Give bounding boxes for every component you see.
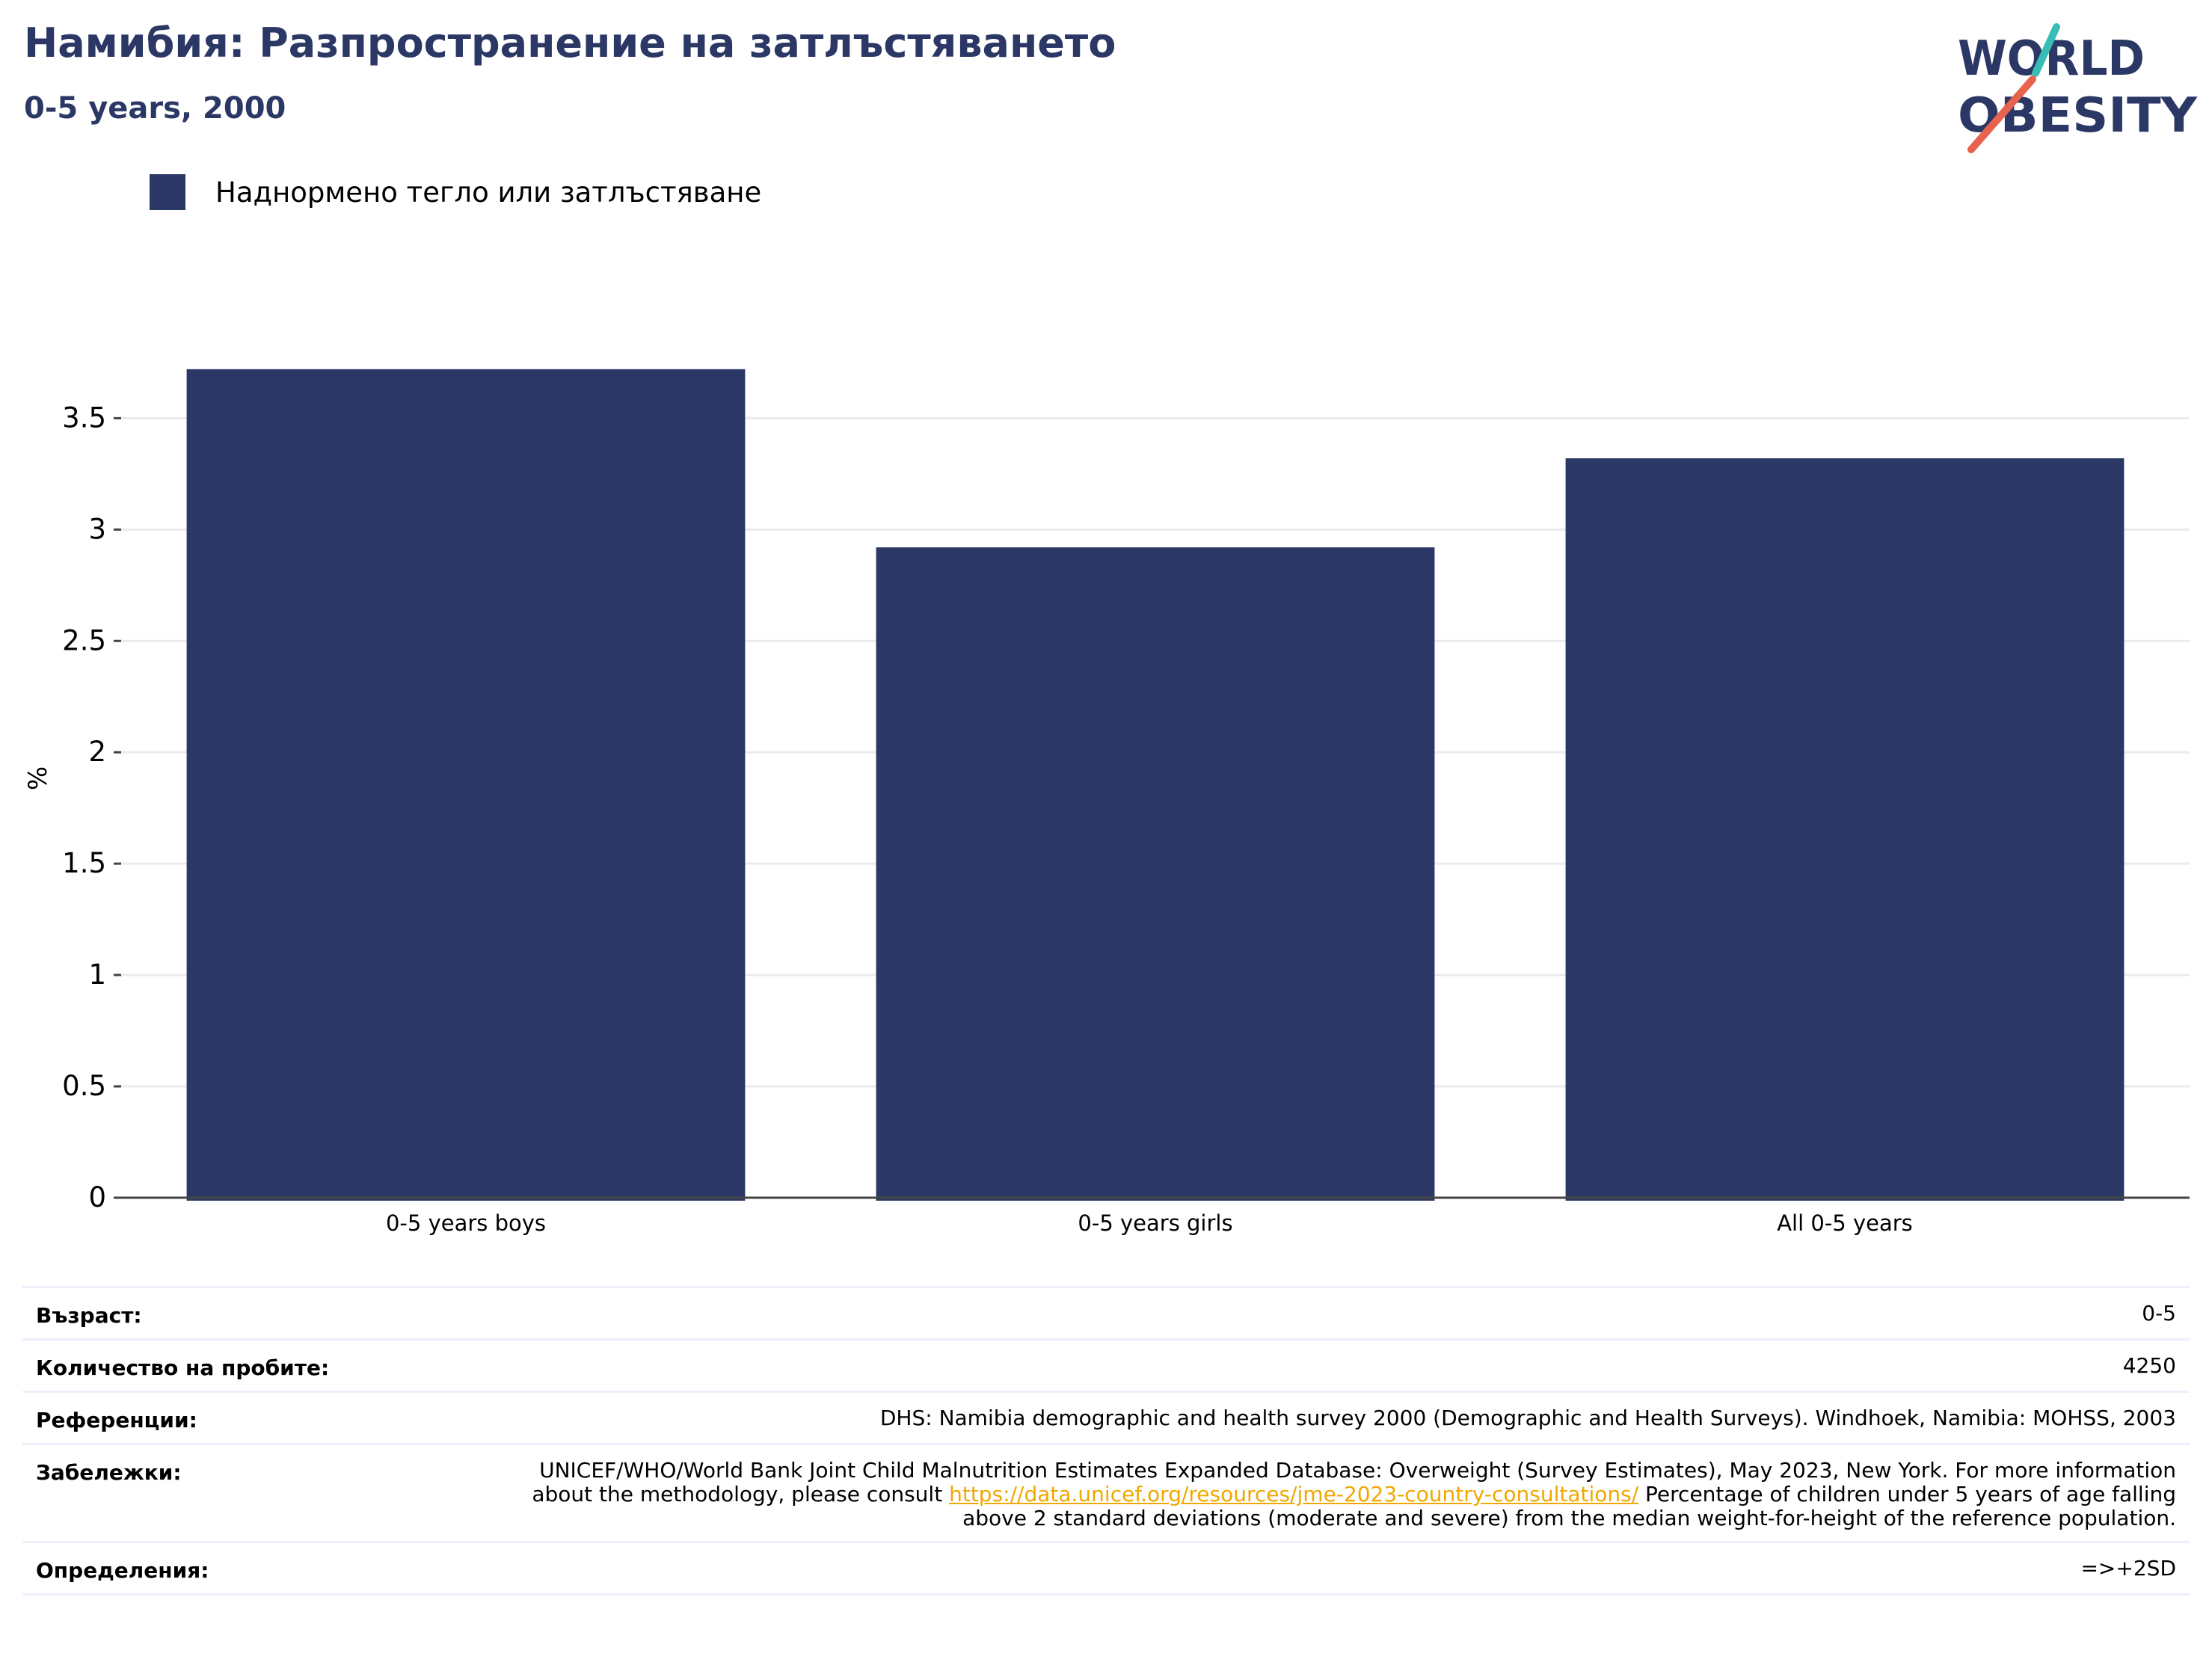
notes-text-after: Percentage of children under 5 years of … (962, 1482, 2176, 1530)
legend-swatch (150, 174, 185, 210)
bar-chart: 00.511.522.533.5 0-5 years boys 0-5 years… (23, 369, 2190, 1236)
y-tick-label: 2.5 (62, 624, 106, 656)
y-axis-ticks: 0 0.5 1 1.5 2 2.5 3 3.5 (62, 401, 121, 1213)
page-subtitle: 0-5 years, 2000 (24, 91, 286, 126)
info-value: 0-5 (2142, 1301, 2176, 1326)
info-label: Референции: (36, 1408, 197, 1432)
info-row-references: Референции: DHS: Namibia demographic and… (22, 1391, 2190, 1443)
info-value: =>+2SD (2080, 1556, 2176, 1581)
bar (1565, 458, 2125, 1201)
info-value: UNICEF/WHO/World Bank Joint Child Malnut… (531, 1459, 2176, 1530)
legend-label: Наднормено тегло или затлъстяване (215, 176, 762, 209)
info-row-age: Възраст: 0-5 (22, 1286, 2190, 1338)
y-tick-label: 1 (88, 958, 106, 991)
info-row-sample-size: Количество на пробите: 4250 (22, 1338, 2190, 1391)
chart-bars (186, 369, 2125, 1201)
x-tick-label: 0-5 years girls (1078, 1210, 1232, 1236)
info-label: Забележки: (36, 1460, 182, 1485)
y-tick-label: 3.5 (62, 401, 106, 434)
info-label: Количество на пробите: (36, 1355, 330, 1380)
info-table: Възраст: 0-5 Количество на пробите: 4250… (22, 1286, 2190, 1595)
info-value: DHS: Namibia demographic and health surv… (879, 1406, 2176, 1430)
notes-text-before: UNICEF/WHO/World Bank Joint Child Malnut… (532, 1458, 2176, 1506)
bar (876, 547, 1435, 1201)
methodology-link[interactable]: https://data.unicef.org/resources/jme-20… (949, 1482, 1639, 1506)
info-value: 4250 (2122, 1353, 2176, 1378)
y-tick-label: 2 (88, 736, 106, 768)
y-axis-label: % (23, 766, 53, 790)
y-tick-label: 0 (88, 1181, 106, 1213)
chart-legend: Наднормено тегло или затлъстяване (150, 173, 761, 211)
x-tick-label: 0-5 years boys (386, 1210, 546, 1236)
info-row-definitions: Определения: =>+2SD (22, 1541, 2190, 1595)
page-title: Намибия: Разпространение на затлъстяване… (24, 19, 1116, 67)
y-tick-label: 3 (88, 513, 106, 545)
world-obesity-logo: WORLD OBESITY (1958, 23, 2198, 153)
info-row-notes: Забележки: UNICEF/WHO/World Bank Joint C… (22, 1443, 2190, 1541)
x-tick-label: All 0-5 years (1777, 1210, 1913, 1236)
y-tick-label: 1.5 (62, 847, 106, 879)
info-label: Определения: (36, 1558, 209, 1583)
x-axis-ticks: 0-5 years boys 0-5 years girls All 0-5 yea… (386, 1210, 1913, 1236)
info-label: Възраст: (36, 1303, 142, 1328)
y-tick-label: 0.5 (62, 1070, 106, 1102)
bar (186, 369, 746, 1201)
